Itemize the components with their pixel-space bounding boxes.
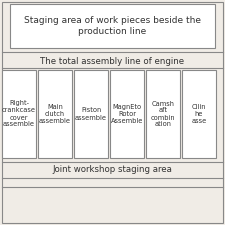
Text: Cilin
he
asse: Cilin he asse — [191, 104, 207, 124]
Bar — [38, 70, 72, 158]
Text: MagnEto
Rotor
Assemble: MagnEto Rotor Assemble — [111, 104, 143, 124]
Text: Main
clutch
assemble: Main clutch assemble — [39, 104, 71, 124]
Text: Staging area of work pieces beside the
production line: Staging area of work pieces beside the p… — [23, 16, 200, 36]
Text: Piston
assemble: Piston assemble — [75, 108, 107, 121]
Text: Camsh
aft
combin
ation: Camsh aft combin ation — [151, 101, 175, 128]
Bar — [146, 70, 180, 158]
Bar — [182, 70, 216, 158]
Text: The total assembly line of engine: The total assembly line of engine — [40, 56, 184, 65]
Text: Joint workshop staging area: Joint workshop staging area — [52, 166, 172, 175]
Bar — [74, 70, 108, 158]
Text: Right-
crankcase
cover
assemble: Right- crankcase cover assemble — [2, 101, 36, 128]
Bar — [2, 70, 36, 158]
Bar — [110, 70, 144, 158]
Bar — [10, 4, 215, 48]
